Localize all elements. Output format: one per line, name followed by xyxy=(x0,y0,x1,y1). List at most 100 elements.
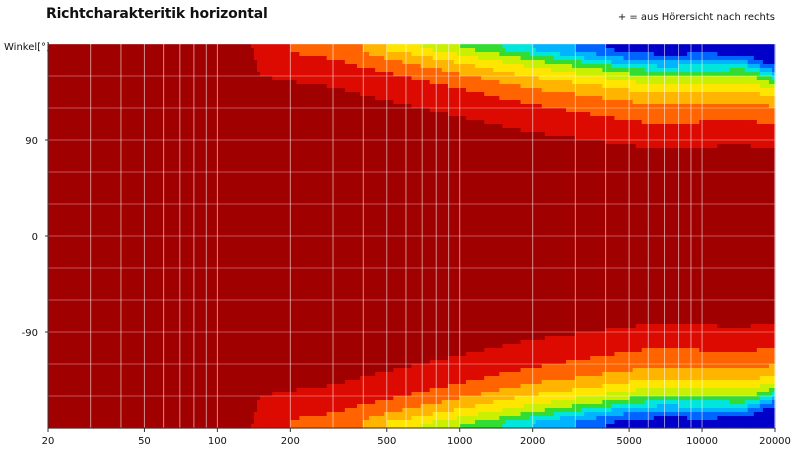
heatmap-cell xyxy=(723,408,728,413)
heatmap-cell xyxy=(308,416,313,429)
heatmap-cell xyxy=(756,408,761,413)
heatmap-cell xyxy=(696,64,700,73)
heatmap-cell xyxy=(572,416,576,429)
heatmap-cell xyxy=(611,400,616,405)
heatmap-cell xyxy=(714,368,719,381)
heatmap-cell xyxy=(556,44,561,53)
heatmap-cell xyxy=(447,356,452,385)
heatmap-cell xyxy=(741,56,746,61)
heatmap-cell xyxy=(308,56,313,85)
heatmap-cell xyxy=(584,84,588,97)
heatmap-cell xyxy=(565,60,570,65)
heatmap-cell xyxy=(596,76,600,85)
heatmap-cell xyxy=(562,364,567,381)
heatmap-cell xyxy=(756,400,761,405)
heatmap-cell xyxy=(705,64,709,73)
heatmap-cell xyxy=(444,420,449,429)
heatmap-cell xyxy=(490,96,494,125)
heatmap-cell xyxy=(744,416,749,429)
heatmap-cell xyxy=(599,408,603,413)
heatmap-cell xyxy=(635,64,640,69)
heatmap-cell xyxy=(726,92,731,105)
heatmap-cell xyxy=(499,400,503,413)
heatmap-cell xyxy=(696,408,700,413)
heatmap-cell xyxy=(384,400,388,413)
heatmap-cell xyxy=(638,44,643,53)
heatmap-cell xyxy=(523,396,528,405)
heatmap-cell xyxy=(729,380,734,389)
heatmap-cell xyxy=(759,396,764,401)
heatmap-cell xyxy=(684,104,688,125)
heatmap-cell xyxy=(293,420,297,429)
heatmap-cell xyxy=(387,100,391,373)
heatmap-cell xyxy=(656,56,661,61)
heatmap-cell xyxy=(475,420,479,429)
heatmap-cell xyxy=(708,52,712,61)
heatmap-cell xyxy=(690,52,694,61)
heatmap-cell xyxy=(341,44,346,61)
heatmap-cell xyxy=(762,64,767,69)
heatmap-cell xyxy=(347,44,352,65)
heatmap-cell xyxy=(702,120,706,149)
heatmap-cell xyxy=(54,44,58,429)
heatmap-cell xyxy=(668,404,673,413)
heatmap-cell xyxy=(729,408,734,413)
heatmap-cell xyxy=(381,100,385,373)
heatmap-cell xyxy=(653,92,658,105)
heatmap-cell xyxy=(629,44,634,53)
heatmap-cell xyxy=(547,80,552,93)
heatmap-cell xyxy=(632,44,637,53)
heatmap-cell xyxy=(753,148,758,325)
heatmap-cell xyxy=(550,80,555,93)
heatmap-cell xyxy=(738,64,743,69)
heatmap-cell xyxy=(453,52,458,65)
heatmap-cell xyxy=(569,360,573,381)
heatmap-cell xyxy=(732,60,737,65)
heatmap-cell xyxy=(735,380,740,389)
heatmap-cell xyxy=(653,408,658,413)
heatmap-cell xyxy=(154,44,158,429)
heatmap-cell xyxy=(463,56,467,65)
heatmap-cell xyxy=(741,412,746,417)
heatmap-cell xyxy=(581,112,585,141)
heatmap-cell xyxy=(653,368,658,381)
heatmap-cell xyxy=(626,80,631,89)
heatmap-cell xyxy=(438,44,443,53)
heatmap-cell xyxy=(538,104,543,133)
heatmap-cell xyxy=(665,324,670,349)
heatmap-cell xyxy=(126,44,131,429)
heatmap-cell xyxy=(593,116,597,141)
heatmap-cell xyxy=(575,56,579,61)
heatmap-cell xyxy=(535,416,540,421)
heatmap-cell xyxy=(717,352,722,369)
heatmap-cell xyxy=(638,380,643,389)
heatmap-cell xyxy=(765,396,770,401)
heatmap-cell xyxy=(708,400,712,409)
heatmap-cell xyxy=(605,72,609,81)
heatmap-cell xyxy=(372,416,376,429)
heatmap-cell xyxy=(290,80,294,393)
heatmap-cell xyxy=(690,124,694,149)
heatmap-cell xyxy=(699,396,703,401)
heatmap-cell xyxy=(759,60,764,69)
heatmap-cell xyxy=(553,400,558,409)
heatmap-cell xyxy=(702,52,706,61)
heatmap-cell xyxy=(444,400,449,413)
heatmap-cell xyxy=(581,376,585,389)
heatmap-cell xyxy=(429,56,434,69)
heatmap-cell xyxy=(520,88,525,105)
heatmap-cell xyxy=(547,68,552,81)
heatmap-cell xyxy=(608,356,613,373)
heatmap-cell xyxy=(335,60,340,89)
heatmap-cell xyxy=(575,416,579,421)
heatmap-cell xyxy=(90,44,95,429)
heatmap-cell xyxy=(514,52,519,57)
heatmap-cell xyxy=(390,372,394,401)
heatmap-cell xyxy=(726,368,731,381)
heatmap-cell xyxy=(493,420,497,429)
heatmap-cell xyxy=(514,56,519,65)
heatmap-cell xyxy=(381,400,385,417)
heatmap-cell xyxy=(547,108,552,137)
heatmap-cell xyxy=(765,96,770,105)
heatmap-cell xyxy=(463,424,467,429)
